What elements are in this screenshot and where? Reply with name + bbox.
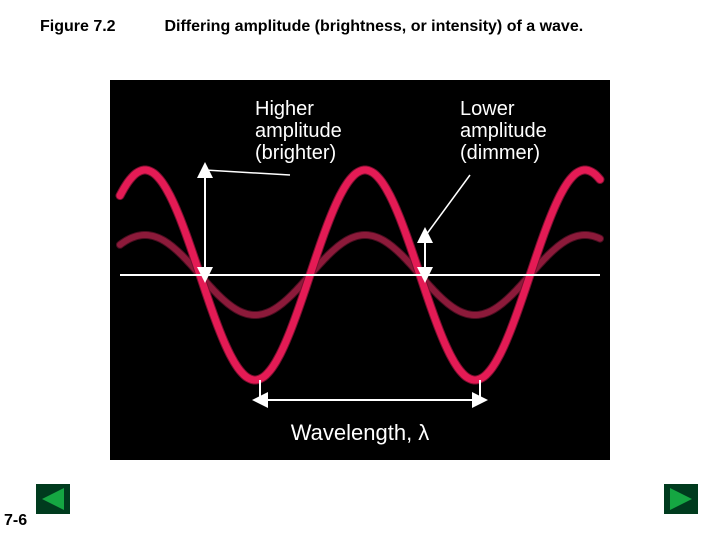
page-number: 7-6 xyxy=(4,512,27,530)
svg-text:(brighter): (brighter) xyxy=(255,142,336,164)
figure-header: Figure 7.2 Differing amplitude (brightne… xyxy=(40,18,700,36)
svg-text:Lower: Lower xyxy=(460,98,515,120)
svg-text:amplitude: amplitude xyxy=(255,120,342,142)
next-slide-button[interactable] xyxy=(664,484,698,514)
svg-text:amplitude: amplitude xyxy=(460,120,547,142)
svg-text:Wavelength, λ: Wavelength, λ xyxy=(291,420,430,445)
figure-caption: Differing amplitude (brightness, or inte… xyxy=(164,18,583,35)
svg-text:(dimmer): (dimmer) xyxy=(460,142,540,164)
prev-slide-button[interactable] xyxy=(36,484,70,514)
figure-number: Figure 7.2 xyxy=(40,18,160,36)
wave-diagram: Higheramplitude(brighter)Loweramplitude(… xyxy=(110,80,610,460)
svg-text:Higher: Higher xyxy=(255,98,314,120)
